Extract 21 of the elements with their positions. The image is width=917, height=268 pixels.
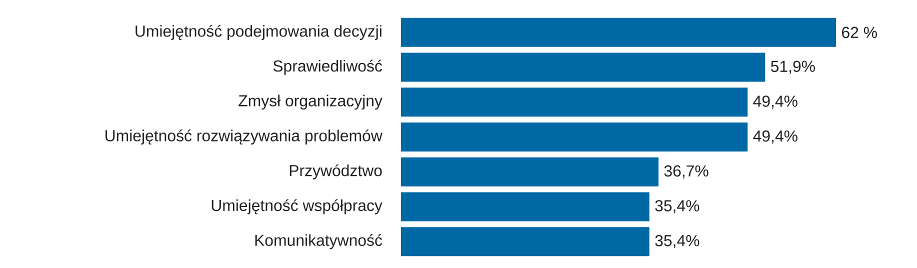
- y-tick-label: Umiejętność podejmowania decyzji: [136, 24, 382, 40]
- y-tick-label: Przywództwo: [290, 164, 382, 180]
- y-tick-label: Zmysł organizacyjny: [238, 94, 382, 110]
- data-label: 36,7%: [664, 165, 708, 178]
- bar: [401, 88, 748, 117]
- y-tick-label: Umiejętność rozwiązywania problemów: [106, 129, 382, 145]
- data-label: 35,4%: [655, 200, 700, 214]
- bar: [401, 122, 748, 152]
- data-label: 49,4%: [753, 96, 798, 109]
- bar: [401, 157, 658, 186]
- bar: [401, 18, 836, 47]
- data-label: 49,4%: [753, 130, 798, 144]
- data-label: 51,9%: [770, 60, 815, 74]
- data-label: 35,4%: [655, 234, 700, 248]
- y-tick-label: Umiejętność współpracy: [212, 199, 382, 214]
- bar: [401, 227, 650, 256]
- y-tick-label: Sprawiedliwość: [273, 60, 382, 75]
- y-tick-label: Komunikatywność: [255, 234, 382, 250]
- bar: [401, 192, 650, 222]
- bar: [401, 52, 766, 82]
- data-label: 62 %: [842, 26, 877, 38]
